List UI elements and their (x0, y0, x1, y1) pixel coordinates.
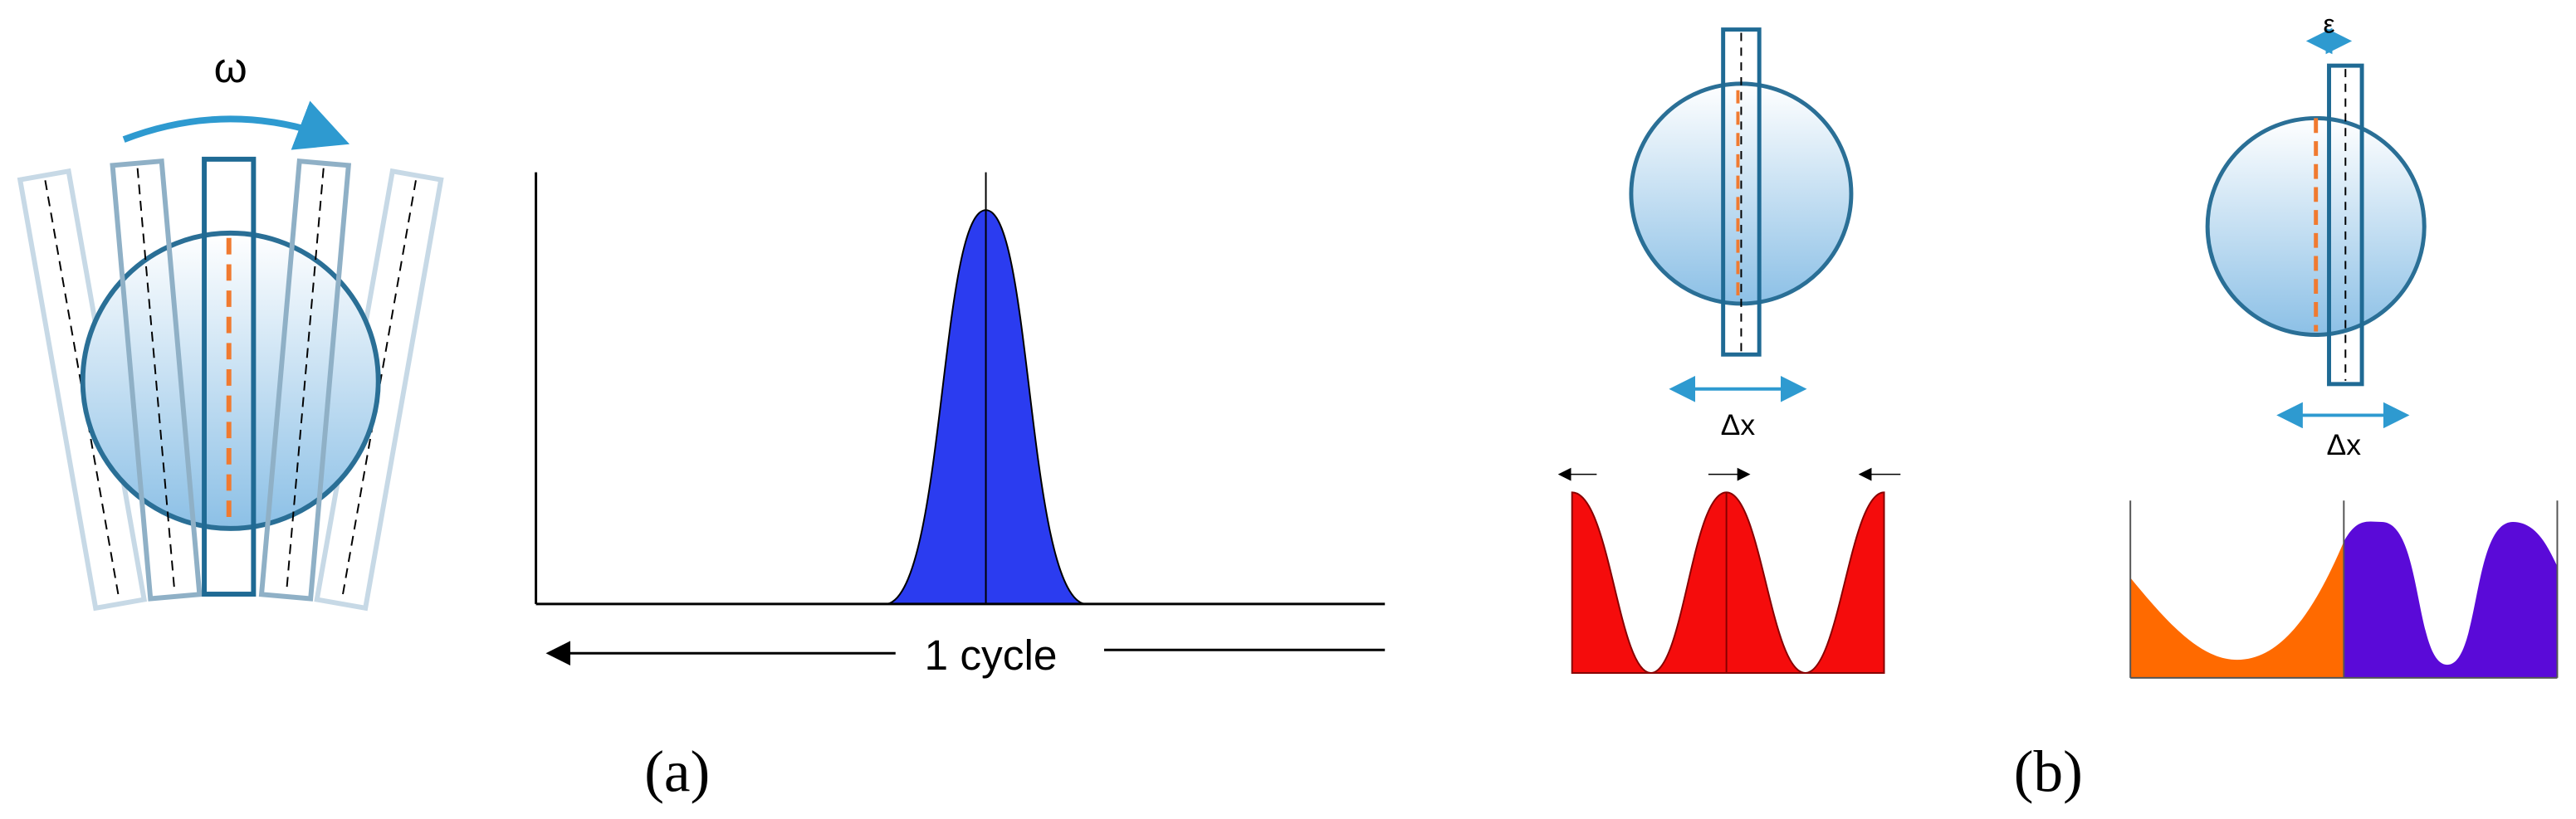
panel-b-left: Δx (1557, 27, 1901, 674)
panel-a-sketch: ω (17, 43, 444, 612)
panel-b-right: ε Δx (2129, 9, 2559, 679)
caption: (a) (644, 739, 710, 804)
offset-label: ε (2323, 9, 2334, 39)
slit (2327, 63, 2364, 387)
shift-label: Δx (2327, 428, 2362, 461)
slit (110, 158, 203, 602)
caption: (b) (2014, 739, 2083, 804)
signal (2344, 521, 2558, 678)
shift-label: Δx (1721, 408, 1756, 441)
rotation-label: ω (214, 43, 247, 91)
cycle-label: 1 cycle (924, 631, 1057, 679)
slit (1721, 27, 1762, 357)
signal (2130, 541, 2344, 678)
panel-a-signal: 1 cycle (535, 172, 1386, 679)
rotation-arrow (122, 100, 350, 150)
slit (202, 156, 257, 597)
slit (258, 158, 352, 602)
signal (1571, 491, 1885, 674)
